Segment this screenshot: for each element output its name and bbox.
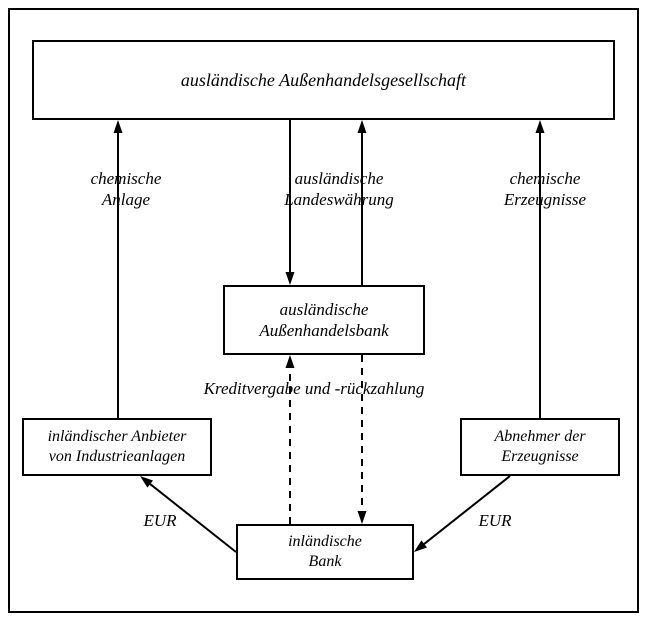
node-right: Abnehmer der Erzeugnisse	[460, 418, 620, 476]
node-left-label: inländischer Anbieter von Industrieanlag…	[48, 427, 187, 467]
node-top-label: ausländische Außenhandelsgesellschaft	[181, 69, 466, 92]
node-bank-label: inländische Bank	[288, 532, 362, 572]
label-eur_left: EUR	[130, 510, 190, 531]
node-left: inländischer Anbieter von Industrieanlag…	[22, 418, 212, 476]
label-chem_anlage: chemische Anlage	[66, 168, 186, 211]
node-top: ausländische Außenhandelsgesellschaft	[32, 40, 615, 120]
diagram-frame: ausländische Außenhandelsgesellschaft aus…	[0, 0, 647, 621]
node-bank: inländische Bank	[236, 524, 414, 580]
node-mid-label: ausländische Außenhandelsbank	[259, 299, 388, 342]
label-eur_right: EUR	[465, 510, 525, 531]
label-chem_erz: chemische Erzeugnisse	[470, 168, 620, 211]
node-mid: ausländische Außenhandelsbank	[223, 285, 425, 355]
label-kredit: Kreditvergabe und -rückzahlung	[164, 378, 464, 399]
node-right-label: Abnehmer der Erzeugnisse	[494, 427, 585, 467]
label-landeswaehrung: ausländische Landeswährung	[244, 168, 434, 211]
